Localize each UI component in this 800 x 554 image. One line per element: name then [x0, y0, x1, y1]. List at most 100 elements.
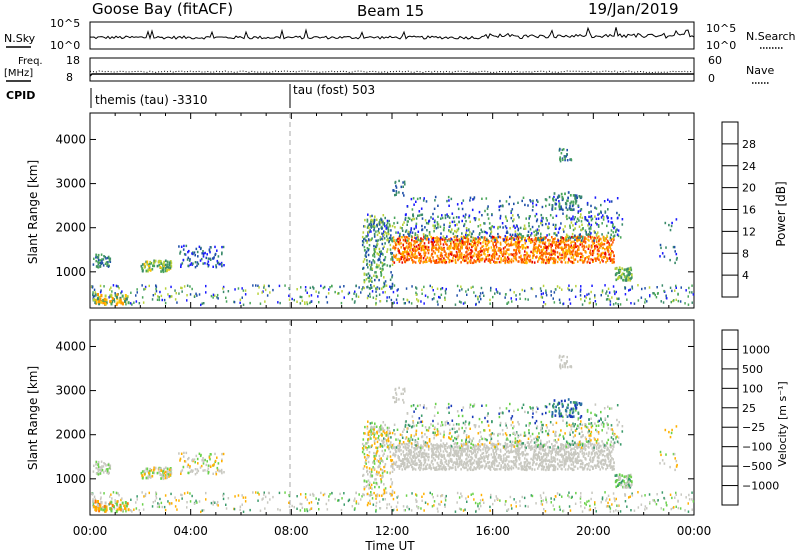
- echo-cell: [367, 266, 369, 269]
- echo-cell: [405, 466, 407, 469]
- echo-cell: [208, 249, 211, 252]
- echo-cell: [383, 230, 385, 233]
- echo-cell: [379, 267, 382, 270]
- echo-cell: [604, 491, 606, 494]
- echo-cell: [603, 237, 606, 240]
- echo-cell: [106, 256, 109, 260]
- echo-cell: [405, 246, 407, 249]
- echo-cell: [404, 216, 407, 220]
- echo-cell: [527, 505, 529, 508]
- echo-cell: [505, 446, 508, 449]
- echo-cell: [100, 460, 103, 463]
- echo-cell: [98, 509, 101, 513]
- echo-cell: [570, 158, 572, 161]
- echo-cell: [340, 301, 343, 305]
- echo-cell: [566, 250, 569, 253]
- echo-cell: [554, 444, 556, 447]
- echo-cell: [554, 223, 557, 227]
- echo-cell: [556, 196, 559, 199]
- echo-cell: [555, 198, 557, 202]
- echo-cell: [465, 447, 467, 450]
- echo-cell: [536, 231, 538, 234]
- echo-cell: [323, 492, 326, 496]
- echo-cell: [406, 236, 409, 239]
- echo-cell: [615, 302, 617, 305]
- echo-cell: [505, 243, 508, 247]
- echo-cell: [198, 293, 201, 296]
- echo-cell: [213, 256, 215, 259]
- echo-cell: [366, 247, 369, 250]
- echo-cell: [583, 261, 585, 264]
- echo-cell: [615, 497, 617, 501]
- echo-cell: [501, 204, 504, 207]
- echo-cell: [415, 500, 418, 503]
- echo-cell: [495, 236, 497, 240]
- echo-cell: [552, 241, 554, 245]
- echo-cell: [540, 261, 543, 264]
- echo-cell: [141, 474, 143, 477]
- echo-cell: [191, 287, 193, 291]
- echo-cell: [532, 456, 535, 459]
- echo-cell: [288, 298, 291, 301]
- echo-cell: [104, 302, 107, 306]
- echo-cell: [378, 258, 381, 261]
- echo-cell: [552, 252, 554, 255]
- echo-cell: [462, 243, 465, 246]
- echo-cell: [548, 467, 550, 470]
- echo-cell: [119, 503, 122, 507]
- echo-cell: [591, 284, 593, 287]
- echo-cell: [540, 289, 542, 293]
- echo-cell: [491, 235, 494, 238]
- echo-cell: [416, 256, 418, 259]
- echo-cell: [164, 508, 167, 512]
- echo-cell: [455, 230, 458, 234]
- echo-cell: [144, 492, 147, 496]
- echo-cell: [382, 285, 385, 289]
- echo-cell: [587, 257, 590, 261]
- echo-cell: [459, 239, 461, 243]
- echo-cell: [142, 301, 145, 304]
- echo-cell: [577, 210, 580, 213]
- echo-cell: [630, 273, 633, 277]
- echo-cell: [449, 454, 452, 457]
- echo-cell: [411, 259, 414, 262]
- echo-cell: [470, 249, 473, 252]
- echo-cell: [586, 233, 588, 236]
- echo-cell: [378, 253, 380, 256]
- echo-cell: [568, 235, 571, 239]
- echo-cell: [673, 245, 676, 249]
- echo-cell: [425, 247, 428, 251]
- echo-cell: [559, 158, 561, 161]
- echo-cell: [164, 470, 167, 474]
- echo-cell: [400, 246, 402, 249]
- echo-cell: [158, 467, 161, 471]
- echo-cell: [493, 257, 496, 260]
- echo-cell: [398, 443, 401, 446]
- echo-cell: [474, 454, 476, 457]
- echo-cell: [423, 509, 425, 512]
- echo-cell: [533, 238, 536, 242]
- echo-cell: [144, 285, 147, 289]
- echo-cell: [574, 242, 577, 245]
- echo-cell: [517, 201, 519, 204]
- echo-cell: [124, 294, 127, 297]
- echo-cell: [484, 258, 486, 261]
- echo-cell: [607, 249, 609, 252]
- echo-cell: [662, 301, 665, 304]
- echo-cell: [584, 251, 587, 254]
- echo-cell: [167, 266, 170, 269]
- echo-cell: [594, 247, 596, 250]
- echo-cell: [107, 256, 110, 259]
- echo-cell: [589, 456, 592, 459]
- echo-cell: [608, 298, 611, 301]
- echo-cell: [561, 256, 563, 260]
- echo-cell: [366, 241, 368, 244]
- echo-cell: [187, 264, 189, 268]
- echo-cell: [549, 465, 552, 468]
- echo-cell: [580, 213, 582, 216]
- echo-cell: [453, 235, 456, 239]
- echo-cell: [564, 158, 566, 162]
- echo-cell: [451, 259, 453, 263]
- echo-cell: [393, 446, 395, 449]
- echo-cell: [426, 234, 429, 238]
